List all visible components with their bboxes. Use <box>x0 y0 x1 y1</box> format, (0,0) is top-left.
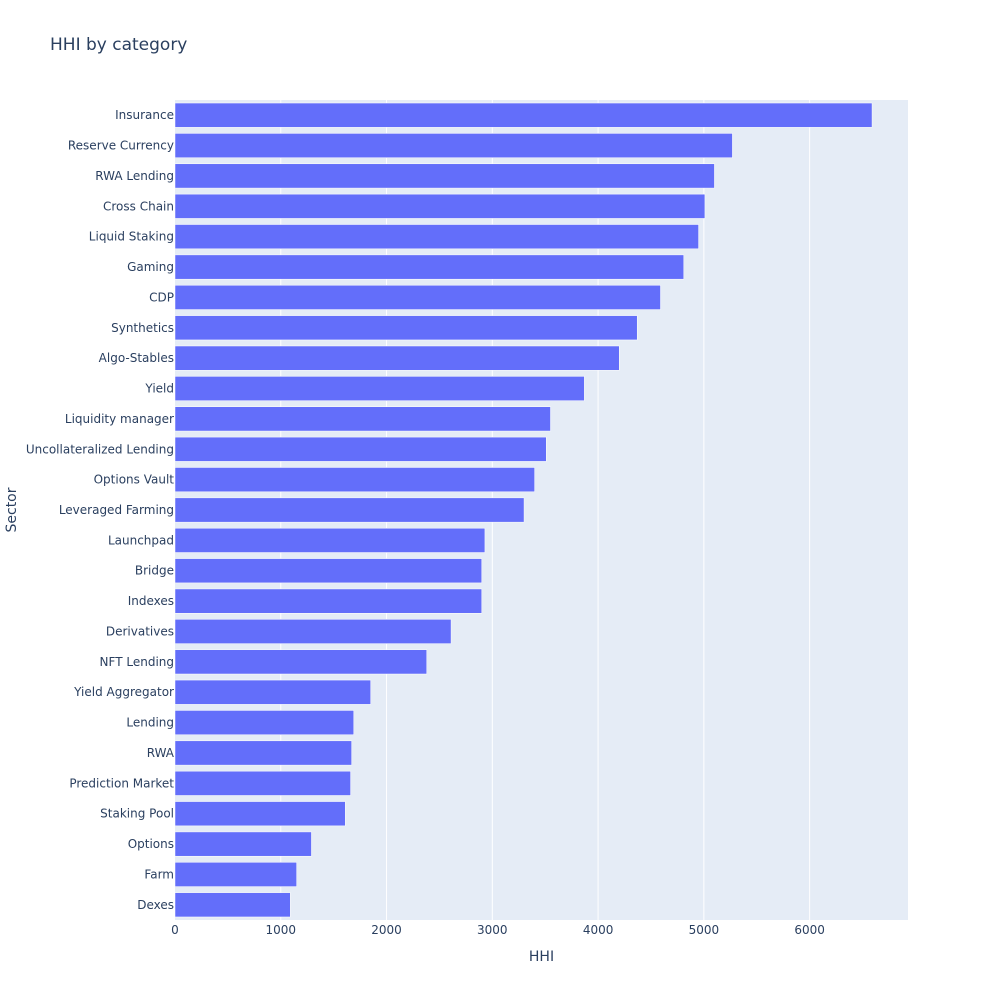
bar[interactable] <box>174 376 585 401</box>
y-tick-label: Options <box>128 837 174 851</box>
bar[interactable] <box>174 163 715 189</box>
y-tick-label: Uncollateralized Lending <box>26 442 174 456</box>
bar[interactable] <box>174 558 482 584</box>
y-tick-labels: Insurance Reserve Currency RWA Lending Cros… <box>26 108 175 912</box>
y-tick-label: RWA <box>147 746 175 760</box>
bar[interactable] <box>174 588 482 614</box>
x-tick-label: 4000 <box>583 923 614 937</box>
y-tick-label: Yield Aggregator <box>73 685 174 699</box>
y-tick-label: Lending <box>126 716 174 730</box>
y-tick-label: Dexes <box>137 898 174 912</box>
bar[interactable] <box>174 345 620 371</box>
x-tick-label: 1000 <box>265 923 296 937</box>
y-tick-label: Farm <box>144 867 174 881</box>
bar[interactable] <box>174 801 346 827</box>
y-tick-label: RWA Lending <box>95 169 174 183</box>
y-tick-label: Options Vault <box>94 473 175 487</box>
y-tick-label: Liquidity manager <box>65 412 174 426</box>
bar[interactable] <box>174 224 699 250</box>
x-tick-labels: 0 1000 2000 3000 4000 5000 6000 <box>171 923 825 937</box>
bar[interactable] <box>174 862 297 887</box>
bar[interactable] <box>174 193 706 219</box>
bar[interactable] <box>174 740 352 766</box>
y-tick-label: Gaming <box>127 260 174 274</box>
y-tick-label: Derivatives <box>106 624 174 638</box>
y-tick-label: Synthetics <box>111 321 174 335</box>
y-tick-label: Insurance <box>115 108 174 122</box>
bar[interactable] <box>174 285 661 310</box>
bar[interactable] <box>174 102 873 128</box>
bar[interactable] <box>174 133 733 158</box>
chart-title: HHI by category <box>50 35 187 55</box>
y-tick-label: Reserve Currency <box>68 139 174 153</box>
x-tick-label: 3000 <box>477 923 508 937</box>
bar[interactable] <box>174 649 427 675</box>
y-tick-label: Yield <box>144 382 174 396</box>
bar[interactable] <box>174 710 355 735</box>
y-tick-label: Prediction Market <box>69 776 174 790</box>
x-tick-label: 6000 <box>794 923 825 937</box>
bar[interactable] <box>174 892 291 918</box>
bar[interactable] <box>174 406 551 432</box>
y-tick-label: Leveraged Farming <box>59 503 174 517</box>
bar[interactable] <box>174 497 525 523</box>
y-tick-label: CDP <box>149 290 174 304</box>
bar[interactable] <box>174 527 486 553</box>
y-tick-label: Liquid Staking <box>89 230 174 244</box>
y-tick-label: Algo-Stables <box>99 351 174 365</box>
bar[interactable] <box>174 467 535 493</box>
x-tick-label: 2000 <box>371 923 402 937</box>
y-tick-label: Cross Chain <box>103 199 174 213</box>
bar[interactable] <box>174 619 452 644</box>
bar[interactable] <box>174 436 547 462</box>
bar[interactable] <box>174 254 685 280</box>
y-tick-label: Staking Pool <box>100 807 174 821</box>
bar[interactable] <box>174 679 371 705</box>
bar[interactable] <box>174 831 312 857</box>
y-tick-label: NFT Lending <box>100 655 174 669</box>
bars <box>174 102 873 918</box>
x-tick-label: 5000 <box>689 923 720 937</box>
y-tick-label: Indexes <box>128 594 174 608</box>
bar[interactable] <box>174 315 638 341</box>
y-axis-title: Sector <box>4 487 20 532</box>
y-tick-label: Launchpad <box>108 533 174 547</box>
x-axis-title: HHI <box>529 949 554 965</box>
y-tick-label: Bridge <box>135 564 174 578</box>
x-tick-label: 0 <box>171 923 179 937</box>
bar[interactable] <box>174 770 351 796</box>
